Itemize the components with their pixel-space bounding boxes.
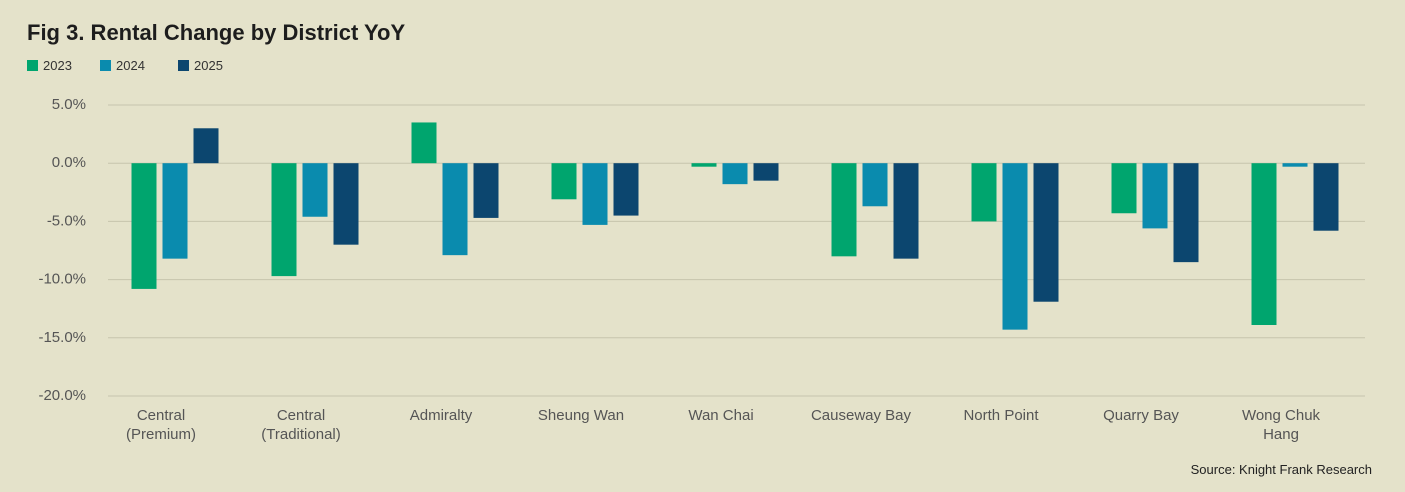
bar <box>971 163 997 222</box>
bar <box>473 163 499 218</box>
y-tick-label: 0.0% <box>52 154 86 171</box>
x-tick-label: Central (Premium) <box>126 407 196 443</box>
x-tick-label: Admiralty <box>409 407 473 424</box>
legend-label: 2024 <box>116 58 145 73</box>
bar <box>1173 163 1199 263</box>
bar <box>1111 163 1137 214</box>
x-tick-label: Wong Chuk Hang <box>1241 407 1321 443</box>
chart-title: Fig 3. Rental Change by District YoY <box>27 20 406 45</box>
bar <box>582 163 608 225</box>
bar <box>753 163 779 181</box>
bar <box>551 163 577 200</box>
legend-label: 2025 <box>194 58 223 73</box>
bar <box>1142 163 1168 229</box>
bar <box>302 163 328 217</box>
bar <box>1251 163 1277 325</box>
bar <box>1313 163 1339 231</box>
x-tick-label: Central (Traditional) <box>261 407 341 443</box>
source: Source: Knight Frank Research <box>1190 462 1372 477</box>
y-tick-label: 5.0% <box>52 96 86 113</box>
x-tick-label: Causeway Bay <box>810 407 912 424</box>
bar <box>333 163 359 245</box>
legend-item: 2024 <box>100 58 145 73</box>
bar <box>1033 163 1059 302</box>
legend-swatch <box>178 60 189 71</box>
bar <box>862 163 888 207</box>
bar <box>442 163 468 256</box>
y-tick-label: -15.0% <box>38 329 86 346</box>
bar <box>1002 163 1028 330</box>
x-tick-label: Quarry Bay <box>1103 407 1179 424</box>
bar <box>893 163 919 259</box>
y-tick-label: -10.0% <box>38 271 86 288</box>
bar <box>831 163 857 257</box>
bar <box>613 163 639 216</box>
legend-swatch <box>27 60 38 71</box>
bar <box>691 163 717 167</box>
legend-swatch <box>100 60 111 71</box>
legend-label: 2023 <box>43 58 72 73</box>
x-tick-label: North Point <box>963 407 1039 424</box>
y-tick-label: -5.0% <box>47 212 86 229</box>
bar <box>162 163 188 259</box>
legend-item: 2025 <box>178 58 223 73</box>
bar <box>271 163 297 277</box>
legend-item: 2023 <box>27 58 72 73</box>
bar <box>722 163 748 185</box>
bar <box>411 122 437 164</box>
bar <box>131 163 157 289</box>
bar <box>193 128 219 164</box>
bar <box>1282 163 1308 167</box>
x-tick-label: Sheung Wan <box>537 407 625 424</box>
x-tick-label: Wan Chai <box>688 407 754 424</box>
y-tick-label: -20.0% <box>38 387 86 404</box>
